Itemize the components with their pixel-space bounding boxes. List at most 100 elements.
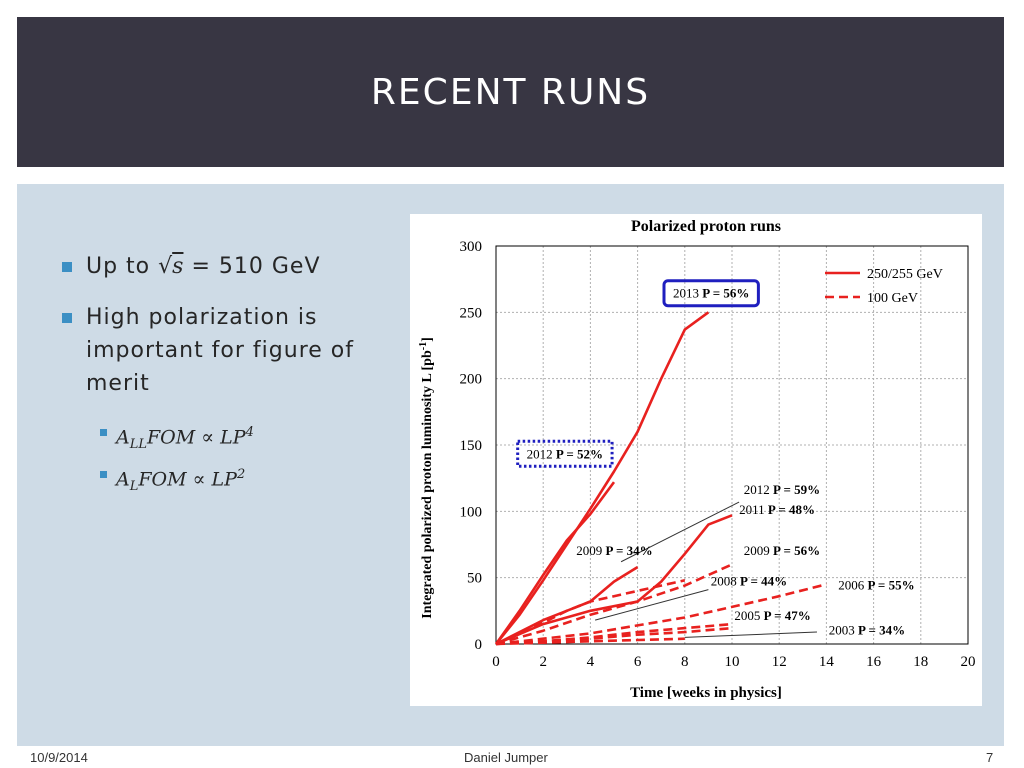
bullet-energy: Up to √s = 510 GeV xyxy=(60,250,380,283)
annotation-polarization: P = 47% xyxy=(764,608,811,623)
bullet-polarization-text: High polarization is important for figur… xyxy=(86,305,354,396)
sqrt-s-formula: √s xyxy=(158,254,184,279)
series-2003-dashed xyxy=(495,637,685,646)
series-2005-dashed xyxy=(495,626,733,646)
footer-date: 10/9/2014 xyxy=(30,750,88,765)
y-tick-label: 200 xyxy=(460,372,483,388)
annotation-year: 2012 xyxy=(527,446,556,461)
annotation-2012: 2012 P = 59% xyxy=(744,482,820,497)
y-axis-label-sup: -1 xyxy=(418,342,429,350)
annotation-year: 2008 xyxy=(711,574,740,589)
x-tick-label: 12 xyxy=(772,654,787,670)
y-tick-label: 250 xyxy=(460,305,483,321)
annotation-year: 2009 xyxy=(744,543,773,558)
annotation-2009: 2009 P = 34% xyxy=(576,543,652,558)
annotation-2003: 2003 P = 34% xyxy=(829,623,905,638)
x-tick-label: 0 xyxy=(492,654,500,670)
annotation-year: 2012 xyxy=(744,482,773,497)
annotation-label: 2005 P = 47% xyxy=(734,608,810,623)
chart-svg: 2013 P = 56%2012 P = 52%2012 P = 59%2011… xyxy=(418,218,976,701)
x-tick-label: 4 xyxy=(587,654,595,670)
y-tick-label: 150 xyxy=(460,438,483,454)
sqrt-argument: s xyxy=(172,254,184,279)
annotation-highlight-box xyxy=(516,439,614,468)
annotation-layer: 2013 P = 56% 2012 P = 52% 2012 P = 59% 2011… xyxy=(516,279,915,638)
annotation-2012: 2012 P = 52% xyxy=(516,439,614,468)
x-tick-label: 8 xyxy=(681,654,689,670)
annotation-label: 2006 P = 55% xyxy=(838,578,914,593)
x-tick-label: 16 xyxy=(866,654,882,670)
annotation-leader-line xyxy=(594,589,709,621)
annotation-label: 2009 P = 34% xyxy=(576,543,652,558)
annotation-year: 2009 xyxy=(576,543,605,558)
annotation-leader-line xyxy=(620,501,740,563)
x-tick-label: 6 xyxy=(634,654,642,670)
series-layer xyxy=(494,311,827,646)
annotation-polarization: P = 34% xyxy=(858,623,905,638)
fom-al-sub: L xyxy=(129,479,139,495)
series-2013-solid xyxy=(494,311,710,645)
annotation-year: 2011 xyxy=(739,502,768,517)
annotation-2005: 2005 P = 47% xyxy=(734,608,810,623)
annotation-label: 2011 P = 48% xyxy=(739,502,815,517)
fom-all-mid: FOM ∝ LP xyxy=(147,426,246,449)
series-2008-dashed xyxy=(495,622,733,646)
x-axis-label: Time [weeks in physics] xyxy=(630,685,782,701)
annotation-2013: 2013 P = 56% xyxy=(662,279,760,308)
annotation-leader-line xyxy=(684,631,817,638)
annotation-2008: 2008 P = 44% xyxy=(711,574,787,589)
x-tick-label: 10 xyxy=(725,654,740,670)
series-2011-solid xyxy=(495,514,733,646)
fom-al-mid: FOM ∝ LP xyxy=(138,468,237,491)
plot-frame xyxy=(495,245,969,645)
annotation-label: 2012 P = 52% xyxy=(527,446,603,461)
annotation-polarization: P = 52% xyxy=(556,446,603,461)
x-tick-label: 20 xyxy=(961,654,976,670)
annotation-polarization: P = 44% xyxy=(740,574,787,589)
bullet-energy-rest: = 510 GeV xyxy=(183,254,321,279)
footer-page-number: 7 xyxy=(986,750,994,765)
polarized-runs-chart: 2013 P = 56% 2012 P = 52% 2012 P = 59% 2011… xyxy=(410,214,982,706)
x-tick-label: 18 xyxy=(913,654,928,670)
annotation-label: 2008 P = 44% xyxy=(711,574,787,589)
bullet-energy-prefix: Up to xyxy=(86,254,159,279)
y-tick-label: 300 xyxy=(460,239,483,255)
y-tick-label: 50 xyxy=(467,571,482,587)
annotation-label: 2012 P = 59% xyxy=(744,482,820,497)
legend: 250/255 GeV 100 GeV xyxy=(825,267,943,306)
title-bar: Recent Runs xyxy=(17,17,1004,167)
fom-al-var: A xyxy=(116,468,130,491)
fom-all-var: A xyxy=(116,426,130,449)
annotation-polarization: P = 56% xyxy=(702,286,749,301)
legend-label: 250/255 GeV xyxy=(867,267,943,282)
footer-author: Daniel Jumper xyxy=(464,750,548,765)
annotation-2006: 2006 P = 55% xyxy=(838,578,914,593)
annotation-highlight-box xyxy=(662,279,760,308)
x-tick-label: 2 xyxy=(539,654,547,670)
annotation-year: 2013 xyxy=(673,286,702,301)
series-2012-solid xyxy=(494,481,616,645)
annotation-label: 2003 P = 34% xyxy=(829,623,905,638)
annotation-polarization: P = 56% xyxy=(773,543,820,558)
annotation-2011: 2011 P = 48% xyxy=(739,502,815,517)
annotation-label: 2009 P = 56% xyxy=(744,543,820,558)
annotation-year: 2003 xyxy=(829,623,858,638)
annotation-polarization: P = 55% xyxy=(867,578,914,593)
annotation-2009: 2009 P = 56% xyxy=(744,543,820,558)
legend-label: 100 GeV xyxy=(867,291,918,306)
annotation-polarization: P = 48% xyxy=(768,502,815,517)
y-tick-label: 100 xyxy=(460,504,483,520)
y-tick-label: 0 xyxy=(475,637,483,653)
bullet-al-fom: ALFOM ∝ LP2 xyxy=(60,460,380,502)
fom-al-exp: 2 xyxy=(236,467,246,483)
slide-title: Recent Runs xyxy=(370,71,651,113)
series-2009-dashed xyxy=(495,579,686,646)
bullet-list: Up to √s = 510 GeV High polarization is … xyxy=(60,250,380,502)
x-tick-label: 14 xyxy=(819,654,835,670)
y-axis-label-end: ] xyxy=(420,337,435,342)
bullet-all-fom: ALLFOM ∝ LP4 xyxy=(60,418,380,460)
annotation-polarization: P = 34% xyxy=(605,543,652,558)
annotation-year: 2006 xyxy=(838,578,867,593)
y-axis-label-main: Integrated polarized proton luminosity L… xyxy=(420,350,435,619)
